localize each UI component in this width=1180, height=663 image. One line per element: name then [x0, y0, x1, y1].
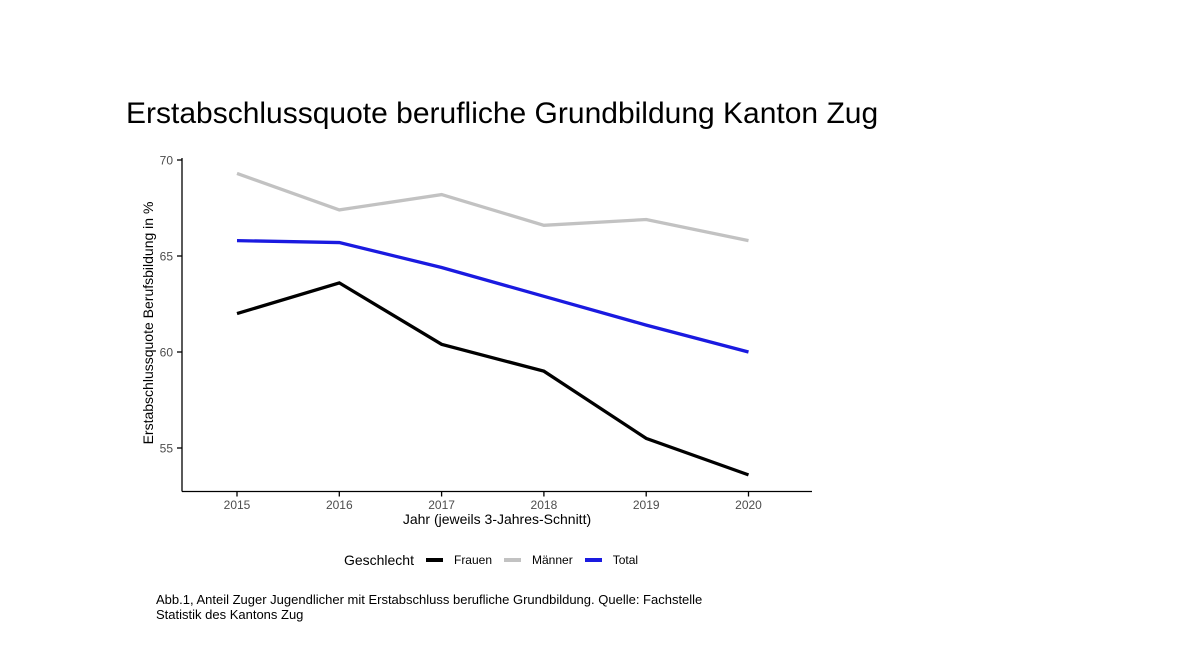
y-tick-label: 70: [160, 154, 174, 168]
x-tick-label: 2018: [531, 498, 558, 512]
x-tick-label: 2017: [428, 498, 455, 512]
series-line-frauen: [236, 281, 750, 477]
series-line-total: [236, 238, 749, 354]
legend: Geschlecht Frauen Männer Total: [182, 550, 812, 570]
caption-line-1: Abb.1, Anteil Zuger Jugendlicher mit Ers…: [156, 592, 703, 607]
legend-label-total: Total: [612, 553, 639, 567]
x-tick-label: 2016: [326, 498, 353, 512]
legend-title: Geschlecht: [343, 552, 414, 568]
x-axis-title: Jahr (jeweils 3-Jahres-Schnitt): [402, 511, 592, 527]
legend-item-frauen: Frauen: [425, 553, 493, 567]
y-axis-title: Erstabschlussquote Berufsbildung in %: [140, 201, 156, 445]
figure-caption: Abb.1, Anteil Zuger Jugendlicher mit Ers…: [156, 592, 702, 622]
legend-item-total: Total: [584, 553, 639, 567]
legend-item-maenner: Männer: [504, 553, 573, 567]
legend-label-frauen: Frauen: [453, 553, 493, 567]
x-tick-label: 2015: [224, 498, 251, 512]
total-line-key-icon: [584, 558, 602, 562]
y-tick-label: 55: [160, 442, 174, 456]
frauen-line-key-icon: [425, 558, 443, 562]
maenner-line-key-icon: [504, 558, 522, 562]
y-tick-label: 65: [160, 250, 174, 264]
x-tick-label: 2019: [633, 498, 660, 512]
y-tick-label: 60: [160, 346, 174, 360]
x-tick-label: 2020: [735, 498, 762, 512]
chart-title: Erstabschlussquote berufliche Grundbildu…: [126, 97, 879, 130]
caption-line-2: Statistik des Kantons Zug: [156, 607, 304, 622]
legend-label-maenner: Männer: [532, 553, 573, 567]
series-line-manner: [236, 171, 749, 243]
